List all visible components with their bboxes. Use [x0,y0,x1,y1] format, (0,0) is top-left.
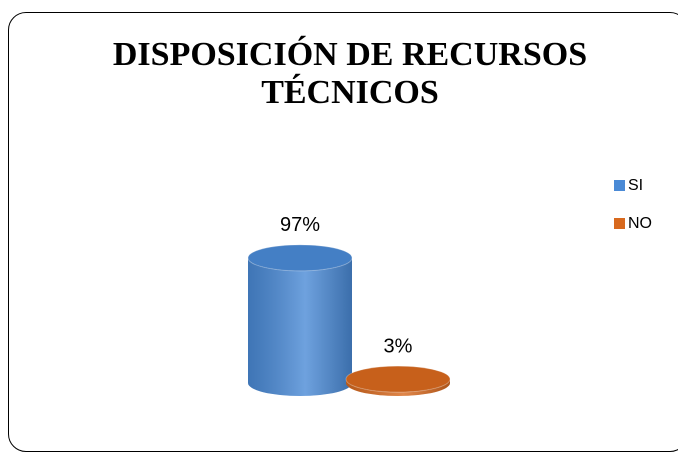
chart-title: DISPOSICIÓN DE RECURSOS TÉCNICOS [112,36,588,111]
legend-swatch [614,218,625,229]
data-label: 3% [384,335,413,357]
page: DISPOSICIÓN DE RECURSOS TÉCNICOS 97% 3% SI… [8,12,678,452]
legend-label: NO [628,215,652,232]
cylinder-top [345,365,451,393]
chart: 97% 3% SI NO [247,177,652,396]
cylinder-shade [248,257,352,396]
cylinder-shade [346,379,450,396]
data-label: 97% [280,214,320,236]
cylinder-top-shade [346,366,450,393]
legend-swatch [614,180,625,191]
legend-label: SI [628,177,643,194]
cylinder-top-shade [248,244,352,271]
cylinder-top [247,244,353,272]
